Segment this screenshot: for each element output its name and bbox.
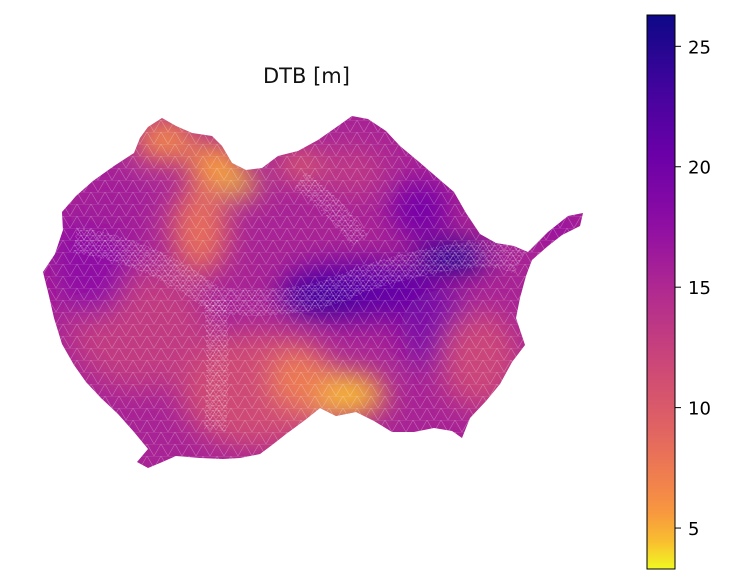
chart-title: DTB [m] xyxy=(263,64,350,88)
colorbar-tick-label: 25 xyxy=(688,37,711,58)
colorbar-ticks: 5 10 15 20 25 xyxy=(675,37,711,540)
catchment-field xyxy=(43,116,583,468)
colorbar-tick-label: 15 xyxy=(688,278,711,299)
colorbar-tick-label: 20 xyxy=(688,158,711,179)
colorbar: 5 10 15 20 25 xyxy=(646,14,711,570)
mesh-refinement-north xyxy=(294,171,368,247)
mesh-refinement-tributary xyxy=(204,299,229,431)
colorbar-gradient xyxy=(646,14,676,570)
mesh-refinement-channel xyxy=(73,227,526,316)
colorbar-tick-label: 10 xyxy=(688,399,711,420)
colorbar-tick-label: 5 xyxy=(688,519,699,540)
